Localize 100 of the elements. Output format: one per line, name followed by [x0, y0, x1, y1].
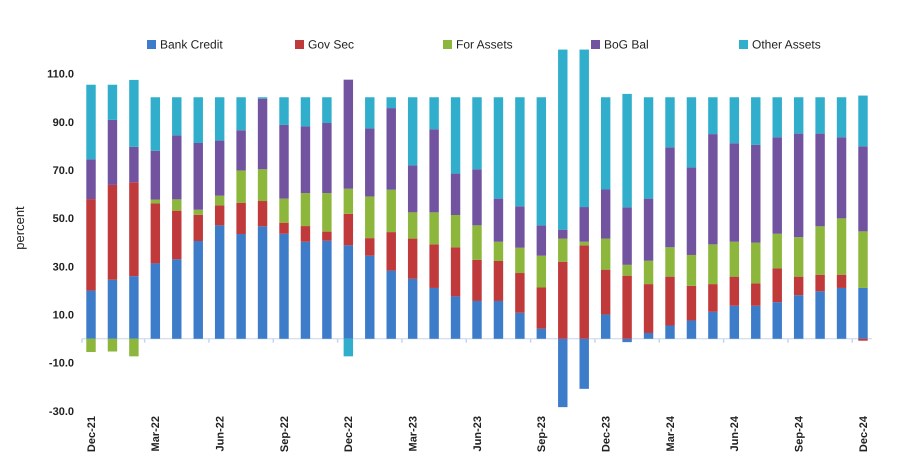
bar: [836, 218, 846, 275]
bar: [108, 120, 118, 185]
y-tick-label: 10.0: [52, 310, 74, 322]
bar: [622, 94, 632, 208]
bar: [258, 169, 268, 202]
bar: [279, 124, 289, 199]
bar: [665, 276, 675, 326]
bar: [558, 230, 568, 239]
bar: [836, 288, 846, 339]
bar: [558, 338, 568, 408]
bar: [494, 97, 504, 199]
bar: [515, 273, 525, 313]
bar: [472, 169, 482, 226]
bar: [450, 174, 460, 215]
bar: [686, 254, 696, 286]
bar: [86, 159, 96, 200]
bar: [194, 97, 203, 143]
bar: [214, 196, 224, 206]
bar: [730, 306, 740, 339]
bar: [580, 245, 589, 339]
bar: [794, 97, 804, 134]
bar: [815, 274, 825, 292]
bar: [536, 287, 546, 329]
bar: [515, 312, 525, 339]
bar: [708, 244, 718, 284]
bar: [150, 150, 160, 200]
bar: [365, 97, 374, 129]
bar: [408, 212, 418, 239]
bar: [622, 207, 632, 265]
bar: [600, 189, 610, 239]
bar: [494, 300, 504, 339]
bar: [344, 188, 354, 214]
bar: [751, 242, 760, 284]
bar: [815, 134, 825, 226]
bar: [536, 256, 546, 288]
bar: [794, 276, 804, 296]
bar: [172, 97, 182, 136]
bar: [644, 198, 654, 261]
bar: [515, 206, 525, 248]
bar: [258, 201, 268, 226]
y-tick-label: 30.0: [52, 261, 74, 274]
bar: [815, 291, 825, 339]
bar: [858, 146, 868, 232]
bar: [214, 97, 224, 141]
bar: [472, 260, 482, 301]
legend-label: For Assets: [456, 38, 513, 52]
bar: [772, 234, 782, 268]
bar: [450, 296, 460, 339]
bar: [772, 137, 782, 234]
bar: [600, 314, 610, 339]
y-tick-label: 50.0: [52, 213, 74, 226]
bar: [386, 108, 396, 190]
bar: [236, 202, 246, 234]
bar: [386, 232, 396, 271]
bar: [150, 97, 160, 151]
bar: [194, 143, 203, 210]
bar: [494, 260, 504, 301]
bar: [258, 98, 268, 170]
bar: [408, 278, 418, 339]
bar: [236, 234, 246, 339]
bar: [322, 232, 332, 241]
bar: [429, 244, 439, 288]
bar: [150, 200, 160, 204]
bar: [172, 135, 182, 200]
bar: [708, 97, 718, 134]
bar: [558, 262, 568, 339]
bar: [686, 168, 696, 255]
bar: [708, 312, 718, 339]
bar: [751, 144, 760, 243]
x-tick-label: Jun-22: [214, 416, 227, 452]
bar: [322, 240, 332, 339]
bar: [815, 97, 825, 134]
bar: [665, 97, 675, 148]
bar: [386, 270, 396, 339]
bar: [386, 97, 396, 108]
y-tick-label: -10.0: [48, 358, 74, 370]
bar: [515, 97, 525, 206]
bar: [214, 225, 224, 339]
bar: [450, 247, 460, 296]
bar: [429, 288, 439, 339]
bar: [836, 137, 846, 218]
bar: [86, 338, 96, 352]
bar: [279, 234, 289, 339]
bar: [300, 193, 310, 226]
bar: [622, 276, 632, 339]
bar: [194, 210, 203, 215]
bar: [622, 264, 632, 276]
bar: [600, 97, 610, 190]
bar: [408, 97, 418, 166]
bar: [665, 247, 675, 277]
bar: [365, 128, 374, 196]
bar: [300, 97, 310, 126]
bar: [194, 214, 203, 242]
y-axis-title: percent: [12, 206, 27, 250]
bar: [730, 143, 740, 242]
bar: [214, 140, 224, 196]
bar: [600, 270, 610, 314]
bar: [858, 288, 868, 339]
legend-label: Other Assets: [752, 38, 821, 52]
bar: [129, 338, 139, 356]
